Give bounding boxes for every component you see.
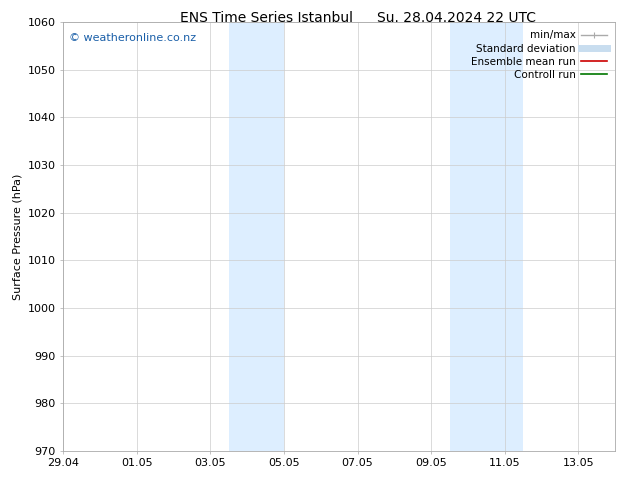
Text: ENS Time Series Istanbul: ENS Time Series Istanbul: [180, 11, 353, 25]
Y-axis label: Surface Pressure (hPa): Surface Pressure (hPa): [12, 173, 22, 299]
Text: © weatheronline.co.nz: © weatheronline.co.nz: [69, 33, 196, 43]
Legend: min/max, Standard deviation, Ensemble mean run, Controll run: min/max, Standard deviation, Ensemble me…: [467, 27, 610, 83]
Text: Su. 28.04.2024 22 UTC: Su. 28.04.2024 22 UTC: [377, 11, 536, 25]
Bar: [229, 22, 284, 451]
Bar: [450, 22, 523, 451]
